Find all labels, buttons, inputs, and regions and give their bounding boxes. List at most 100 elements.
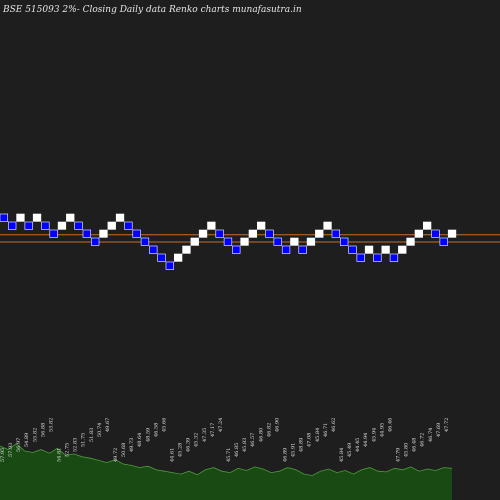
renko-brick-down: [431, 229, 440, 238]
volume-label: 46.72: [420, 433, 426, 447]
renko-brick-down: [8, 221, 17, 230]
renko-brick-down: [281, 245, 291, 254]
volume-label: 46.48: [412, 438, 418, 452]
renko-brick-up: [315, 229, 324, 238]
volume-label: 45.84: [315, 428, 321, 442]
volume-label: 46.85: [234, 443, 240, 457]
volume-label: 46.90: [274, 418, 280, 432]
volume-label: 57.93: [8, 443, 14, 457]
volume-label: 50.74: [97, 423, 103, 437]
volume-label: 47.69: [436, 423, 442, 437]
volume-label: 46.74: [428, 428, 434, 442]
volume-label: 48.59: [145, 428, 151, 442]
volume-label: 54.89: [24, 433, 30, 447]
volume-label: 44.61: [170, 448, 176, 462]
renko-brick-up: [422, 221, 432, 230]
renko-brick-down: [373, 253, 382, 262]
volume-label: 52.75: [65, 443, 71, 457]
volume-label: 45.71: [226, 448, 232, 462]
renko-brick-up: [115, 213, 125, 222]
volume-label: 46.89: [283, 448, 289, 462]
renko-brick-up: [57, 221, 67, 230]
volume-label: 47.17: [210, 423, 216, 437]
volume-label: 44.94: [363, 433, 369, 447]
volume-label: 46.71: [323, 423, 329, 437]
renko-brick-down: [157, 253, 166, 262]
renko-brick-down: [0, 213, 8, 222]
volume-label: 49.72: [113, 448, 119, 462]
renko-brick-down: [232, 245, 241, 254]
renko-brick-down: [149, 245, 158, 254]
renko-brick-up: [323, 221, 332, 230]
renko-brick-up: [207, 221, 216, 230]
renko-brick-up: [107, 221, 116, 230]
renko-brick-down: [389, 253, 399, 262]
volume-label: 47.08: [307, 433, 313, 447]
volume-label: 46.58: [153, 423, 159, 437]
volume-label: 44.95: [379, 423, 385, 437]
renko-brick-up: [290, 237, 299, 246]
renko-bricks: [0, 213, 457, 270]
renko-brick-down: [339, 237, 349, 246]
renko-brick-up: [190, 237, 199, 246]
renko-brick-down: [348, 245, 357, 254]
volume-label: 48.89: [299, 438, 305, 452]
renko-brick-down: [82, 229, 91, 238]
volume-fill: [0, 443, 452, 500]
renko-brick-down: [298, 245, 307, 254]
renko-brick-up: [447, 229, 457, 238]
renko-brick-up: [99, 229, 108, 238]
volume-label: 55.82: [32, 428, 38, 442]
volume-label: 53.82: [48, 418, 54, 432]
volume-label: 47.79: [396, 448, 402, 462]
renko-brick-up: [182, 245, 191, 254]
renko-brick-down: [24, 221, 33, 230]
volume-label: 45.28: [178, 443, 184, 457]
renko-brick-up: [16, 213, 25, 222]
volume-label: 45.49: [347, 443, 353, 457]
renko-brick-up: [66, 213, 75, 222]
renko-brick-up: [406, 237, 415, 246]
renko-brick-down: [124, 221, 133, 230]
renko-brick-up: [174, 253, 183, 262]
renko-brick-down: [74, 221, 83, 230]
volume-label: 46.46: [387, 418, 393, 432]
renko-brick-down: [331, 229, 340, 238]
renko-brick-down: [91, 237, 100, 246]
volume-area: [0, 443, 453, 500]
renko-brick-down: [356, 253, 365, 262]
volume-label: 46.57: [250, 433, 256, 447]
renko-brick-down: [165, 261, 174, 270]
renko-brick-up: [398, 245, 407, 254]
volume-label: 45.94: [371, 428, 377, 442]
volume-label: 45.66: [161, 418, 167, 432]
renko-brick-down: [49, 229, 58, 238]
volume-label: 45.83: [242, 438, 248, 452]
volume-label: 50.68: [121, 443, 127, 457]
volume-label: 47.35: [202, 428, 208, 442]
volume-label: 44.45: [355, 438, 361, 452]
volume-label: 52.83: [73, 438, 79, 452]
volume-label: 48.64: [137, 433, 143, 447]
volume-label: 45.91: [291, 443, 297, 457]
volume-label: 57.95: [0, 448, 6, 462]
renko-brick-down: [273, 237, 282, 246]
volume-label: 46.82: [266, 423, 272, 437]
renko-brick-down: [140, 237, 150, 246]
renko-brick-up: [306, 237, 316, 246]
volume-label: 47.24: [218, 418, 224, 432]
renko-brick-down: [223, 237, 233, 246]
volume-label: 49.67: [105, 418, 111, 432]
volume-label: 56.97: [16, 438, 22, 452]
volume-label: 46.62: [331, 418, 337, 432]
volume-label: 51.75: [81, 433, 87, 447]
volume-label: 46.80: [258, 428, 264, 442]
renko-brick-up: [414, 229, 423, 238]
renko-brick-down: [41, 221, 50, 230]
renko-brick-down: [215, 229, 224, 238]
volume-label: 45.32: [194, 433, 200, 447]
renko-brick-down: [439, 237, 448, 246]
volume-label: 46.39: [186, 438, 192, 452]
